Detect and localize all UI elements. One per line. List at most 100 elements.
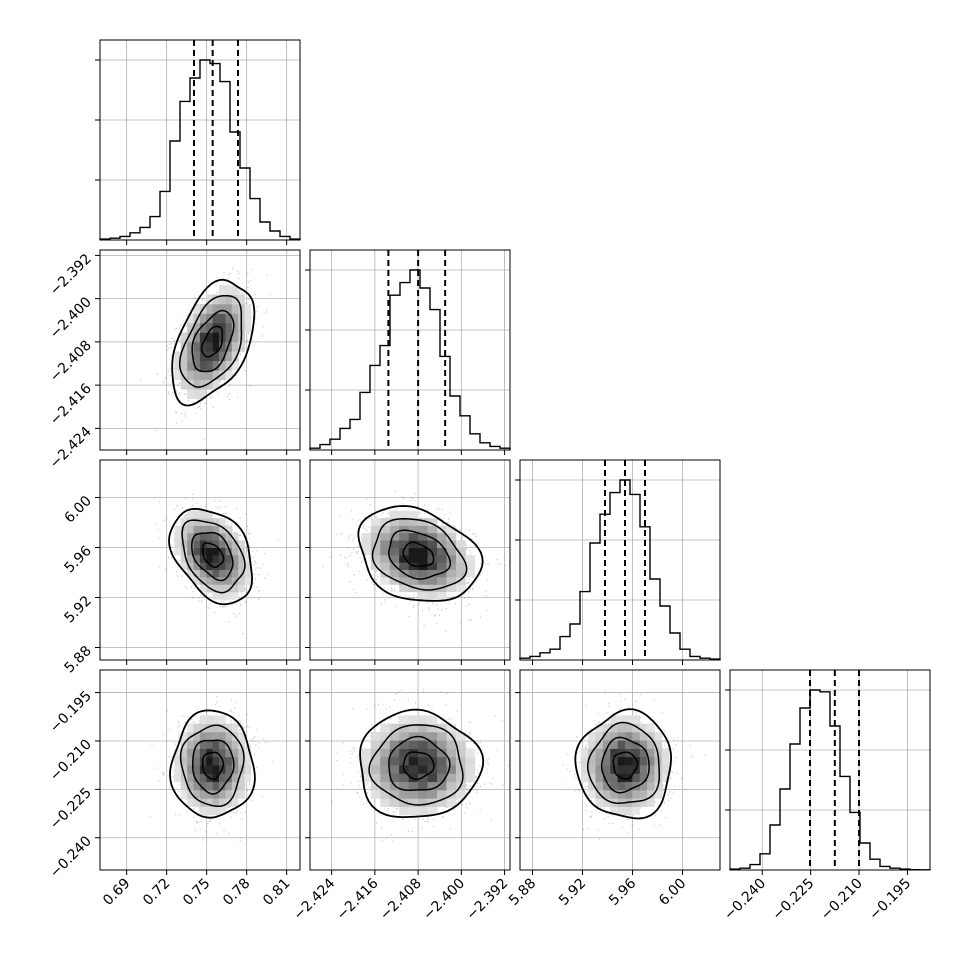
density-cell — [187, 518, 194, 526]
density-cell — [199, 723, 207, 733]
x-tick-label: −2.408 — [377, 876, 425, 924]
density-panel-3-0 — [95, 669, 301, 875]
density-cell — [418, 591, 428, 600]
density-cell — [225, 555, 233, 563]
density-cell — [219, 294, 226, 305]
density-cell — [187, 532, 194, 541]
density-cell — [632, 740, 641, 749]
density-cell — [580, 773, 589, 783]
density-cell — [231, 294, 239, 305]
x-tick-label: 0.75 — [180, 876, 213, 909]
density-cell — [595, 756, 604, 766]
density-cell — [380, 525, 391, 534]
density-cell — [370, 547, 381, 556]
density-cell — [610, 781, 618, 791]
density-cell — [418, 569, 428, 578]
density-cell — [180, 562, 188, 571]
density-cell — [617, 790, 626, 799]
density-cell — [399, 562, 409, 571]
density-cell — [639, 765, 648, 774]
density-cell — [370, 518, 381, 526]
density-panel-3-1 — [305, 669, 511, 875]
density-cell — [244, 313, 252, 324]
contour-level-1 — [388, 735, 451, 791]
density-cell — [427, 790, 438, 799]
density-cell — [199, 510, 207, 519]
density-cell — [661, 765, 670, 774]
density-cell — [231, 748, 239, 758]
density-cell — [602, 723, 611, 733]
density-cell — [180, 748, 188, 758]
y-tick-label: −0.210 — [47, 736, 95, 784]
contour-level-1 — [191, 309, 235, 373]
contour-level-0 — [402, 751, 435, 781]
density-cell — [427, 547, 438, 556]
density-cell — [399, 790, 409, 799]
density-cell — [455, 748, 466, 758]
hist-panel-1 — [305, 249, 511, 455]
contour-level-1 — [191, 531, 234, 582]
density-cell — [225, 781, 233, 791]
density-cell — [187, 341, 194, 352]
density-cell — [610, 773, 618, 783]
density-cell — [193, 577, 201, 585]
density-cell — [418, 781, 428, 791]
density-cell — [632, 806, 641, 816]
density-cell — [399, 518, 409, 526]
density-cell — [418, 577, 428, 585]
density-cell — [455, 731, 466, 741]
density-cell — [219, 781, 226, 791]
density-panel-3-2 — [515, 669, 721, 875]
density-cell — [199, 569, 207, 578]
density-cell — [238, 584, 245, 593]
density-cell — [610, 715, 618, 724]
density-cell — [380, 532, 391, 541]
density-cell — [380, 555, 391, 563]
density-cell — [174, 765, 182, 774]
density-cell — [610, 731, 618, 741]
y-tick-label: −2.400 — [47, 294, 95, 342]
x-tick-label: −0.240 — [721, 876, 769, 924]
density-cell — [193, 756, 201, 766]
density-cell — [187, 569, 194, 578]
density-cell — [632, 756, 641, 766]
density-cell — [238, 577, 245, 585]
density-cell — [399, 773, 409, 783]
density-cell — [408, 715, 419, 724]
density-cell — [231, 540, 239, 548]
density-cell — [206, 781, 213, 791]
density-cell — [225, 773, 233, 783]
density-cell — [399, 525, 409, 534]
axes-frame — [729, 669, 931, 871]
contour-level-0 — [402, 541, 435, 568]
density-cell — [408, 790, 419, 799]
density-cell — [632, 798, 641, 807]
density-cell — [193, 525, 201, 534]
density-cell — [212, 781, 220, 791]
density-cell — [199, 532, 207, 541]
density-cell — [244, 577, 252, 585]
density-cell — [455, 569, 466, 578]
y-tick-label: −2.424 — [47, 424, 95, 472]
density-cell — [212, 370, 220, 381]
density-cell — [187, 351, 194, 362]
density-cell — [408, 765, 419, 774]
density-cell — [408, 773, 419, 783]
density-cell — [219, 740, 226, 749]
density-cell — [174, 532, 182, 541]
contour-level-3 — [574, 708, 673, 820]
density-cell — [446, 540, 457, 548]
density-cell — [455, 756, 466, 766]
density-cell — [455, 584, 466, 593]
density-cell — [418, 525, 428, 534]
density-cell — [602, 756, 611, 766]
density-cell — [399, 577, 409, 585]
density-cell — [408, 510, 419, 519]
hist-panel-0 — [95, 39, 301, 245]
density-cell — [231, 740, 239, 749]
density-cell — [244, 765, 252, 774]
density-cell — [647, 740, 655, 749]
density-cell — [588, 731, 596, 741]
density-cell — [625, 723, 633, 733]
density-cell — [174, 748, 182, 758]
